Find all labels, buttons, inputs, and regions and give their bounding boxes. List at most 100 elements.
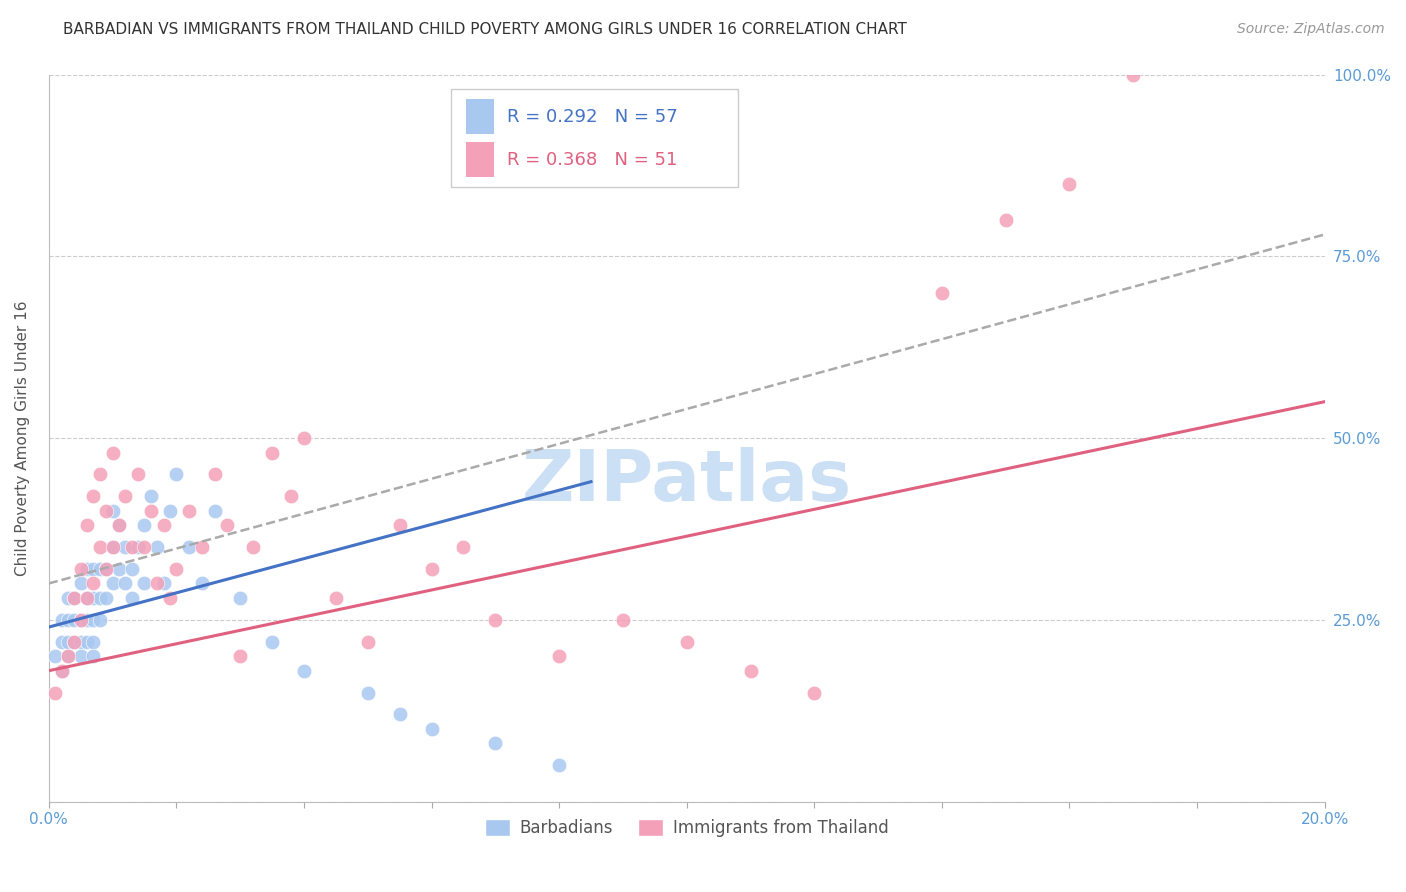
Point xyxy=(96,591,118,605)
Point xyxy=(114,576,136,591)
Point xyxy=(89,562,111,576)
Point xyxy=(1122,68,1144,82)
Point xyxy=(292,664,315,678)
Point xyxy=(69,634,91,648)
Text: ZIPatlas: ZIPatlas xyxy=(522,447,852,516)
Point xyxy=(127,540,149,554)
Point xyxy=(101,540,124,554)
Point xyxy=(177,540,200,554)
Point xyxy=(484,613,506,627)
Point xyxy=(612,613,634,627)
Point xyxy=(101,540,124,554)
Point xyxy=(63,591,86,605)
Point xyxy=(69,562,91,576)
Point xyxy=(63,591,86,605)
Point xyxy=(56,649,79,664)
Point xyxy=(51,664,73,678)
FancyBboxPatch shape xyxy=(465,99,494,134)
Point xyxy=(420,562,443,576)
Point xyxy=(76,562,98,576)
Point xyxy=(357,685,380,699)
Point xyxy=(82,562,104,576)
FancyBboxPatch shape xyxy=(451,89,738,187)
Point xyxy=(146,576,169,591)
Point xyxy=(803,685,825,699)
Point xyxy=(548,758,571,772)
Point xyxy=(82,613,104,627)
Point xyxy=(89,467,111,482)
Point xyxy=(82,649,104,664)
Point xyxy=(204,467,226,482)
Point xyxy=(121,591,143,605)
Point xyxy=(76,591,98,605)
Point xyxy=(51,634,73,648)
Point xyxy=(101,445,124,459)
Point xyxy=(89,613,111,627)
Point xyxy=(177,504,200,518)
Point xyxy=(121,562,143,576)
Point xyxy=(101,504,124,518)
Point xyxy=(82,634,104,648)
Point xyxy=(388,518,411,533)
Point xyxy=(357,634,380,648)
Point xyxy=(108,518,131,533)
Point xyxy=(82,576,104,591)
Point xyxy=(994,213,1017,227)
Point xyxy=(134,540,156,554)
Point xyxy=(191,576,214,591)
Point xyxy=(242,540,264,554)
Point xyxy=(56,649,79,664)
Point xyxy=(740,664,762,678)
Point xyxy=(76,634,98,648)
Text: BARBADIAN VS IMMIGRANTS FROM THAILAND CHILD POVERTY AMONG GIRLS UNDER 16 CORRELA: BARBADIAN VS IMMIGRANTS FROM THAILAND CH… xyxy=(63,22,907,37)
Point xyxy=(101,576,124,591)
Point xyxy=(89,591,111,605)
Point xyxy=(548,649,571,664)
Point xyxy=(229,649,252,664)
Point xyxy=(96,562,118,576)
Point xyxy=(191,540,214,554)
Point xyxy=(165,467,187,482)
Point xyxy=(76,613,98,627)
Point xyxy=(121,540,143,554)
Point xyxy=(69,649,91,664)
Point xyxy=(134,576,156,591)
Point xyxy=(44,685,66,699)
Point xyxy=(51,664,73,678)
Point xyxy=(152,576,174,591)
Point xyxy=(931,285,953,300)
Text: R = 0.292   N = 57: R = 0.292 N = 57 xyxy=(506,108,678,126)
Point xyxy=(292,431,315,445)
Point xyxy=(229,591,252,605)
Point xyxy=(114,540,136,554)
FancyBboxPatch shape xyxy=(465,142,494,177)
Point xyxy=(420,722,443,736)
Y-axis label: Child Poverty Among Girls Under 16: Child Poverty Among Girls Under 16 xyxy=(15,301,30,576)
Point xyxy=(63,634,86,648)
Point xyxy=(44,649,66,664)
Point xyxy=(1059,177,1081,191)
Point xyxy=(69,613,91,627)
Point xyxy=(139,489,162,503)
Point xyxy=(69,576,91,591)
Point xyxy=(484,736,506,750)
Point xyxy=(96,562,118,576)
Point xyxy=(260,445,283,459)
Point xyxy=(453,540,475,554)
Point xyxy=(134,518,156,533)
Point xyxy=(280,489,302,503)
Point xyxy=(76,518,98,533)
Point xyxy=(114,489,136,503)
Point xyxy=(165,562,187,576)
Point xyxy=(108,518,131,533)
Point xyxy=(152,518,174,533)
Point xyxy=(159,504,181,518)
Point xyxy=(69,613,91,627)
Point xyxy=(51,613,73,627)
Point xyxy=(56,613,79,627)
Point xyxy=(388,707,411,722)
Point xyxy=(159,591,181,605)
Point xyxy=(146,540,169,554)
Point xyxy=(204,504,226,518)
Point xyxy=(217,518,239,533)
